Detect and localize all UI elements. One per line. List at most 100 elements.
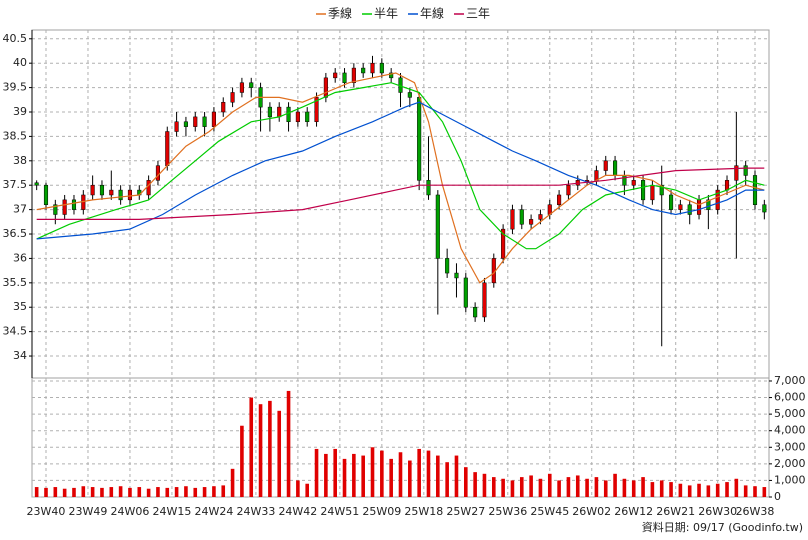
volume-bar	[53, 487, 58, 497]
volume-bar	[249, 397, 254, 497]
volume-bar	[687, 485, 692, 497]
volume-bar	[100, 487, 104, 497]
volume-bar	[464, 467, 468, 497]
candle-body	[62, 199, 67, 215]
legend-label: 半年	[374, 7, 398, 21]
candle-body	[435, 194, 440, 259]
volume-bar	[156, 487, 160, 497]
candle-body	[127, 189, 133, 201]
volume-bar	[762, 487, 767, 497]
y2-tick-label: 1,000	[774, 473, 806, 486]
candle-body	[379, 62, 384, 74]
volume-bar	[501, 478, 505, 497]
x-tick-label: 26W02	[572, 505, 611, 518]
candle-body	[165, 131, 170, 166]
candle-body	[445, 258, 450, 274]
y2-tick-label: 4,000	[774, 424, 806, 437]
y-tick-label: 39	[13, 105, 27, 118]
volume-bar	[585, 478, 589, 497]
volume-bar	[137, 487, 142, 497]
volume-bar	[678, 483, 683, 497]
candle-body	[724, 180, 730, 191]
candle-body	[715, 189, 720, 210]
candle-body	[603, 160, 608, 171]
volume-bar	[72, 487, 76, 497]
volume-bar	[268, 400, 272, 497]
volume-bar	[184, 486, 188, 497]
candle-body	[631, 180, 636, 186]
legend-label: 年線	[420, 6, 444, 21]
y2-tick-label: 2,000	[774, 457, 806, 470]
candle-body	[323, 77, 328, 98]
volume-bar	[473, 472, 477, 497]
candle-body	[342, 72, 347, 83]
volume-bar	[445, 462, 449, 497]
x-tick-label: 24W51	[320, 505, 359, 518]
volume-bar	[594, 477, 599, 497]
volume-bar	[193, 487, 198, 497]
candle-body	[109, 189, 114, 196]
candle-body	[696, 199, 702, 215]
volume-bar	[296, 480, 300, 497]
volume-bar	[659, 480, 664, 497]
volume-bar	[454, 455, 459, 497]
x-tick-label: 26W38	[736, 505, 775, 518]
volume-bar	[109, 487, 114, 497]
y-tick-label: 37.5	[3, 178, 28, 191]
volume-bar	[436, 455, 440, 497]
volume-bar	[491, 477, 496, 497]
candle-body	[557, 194, 562, 205]
x-tick-label: 26W30	[698, 505, 737, 518]
marks	[34, 55, 767, 497]
x-tick-label: 26W12	[614, 505, 653, 518]
y2-tick-label: 6,000	[774, 391, 806, 404]
candle-body	[193, 116, 198, 127]
volume-bar	[221, 485, 226, 497]
x-tick-label: 24W24	[194, 505, 233, 518]
volume-bar	[743, 485, 748, 497]
volume-bar	[566, 477, 571, 497]
volume-bar	[277, 410, 282, 497]
volume-bar	[361, 455, 365, 497]
x-tick-label: 23W40	[27, 505, 66, 518]
candle-body	[333, 72, 338, 79]
volume-bar	[519, 477, 524, 497]
volume-bar	[305, 483, 310, 497]
y2-tick-label: 7,000	[774, 374, 806, 387]
x-tick-label: 25W18	[404, 505, 443, 518]
candle-body	[90, 184, 95, 196]
candle-body	[211, 111, 216, 127]
volume-bar	[622, 478, 627, 497]
candle-body	[417, 97, 422, 181]
y-tick-label: 35	[13, 300, 27, 313]
volume-bar	[118, 486, 123, 497]
ma-line	[36, 167, 765, 220]
candle-body	[650, 184, 655, 201]
candle-body	[34, 182, 39, 186]
candle-body	[295, 111, 300, 123]
volume-bar	[174, 487, 179, 497]
volume-bar	[286, 390, 291, 497]
volume-bar	[90, 487, 95, 497]
candle-body	[53, 204, 58, 215]
volume-bar	[650, 482, 655, 497]
x-tick-label: 25W09	[362, 505, 401, 518]
x-tick-label: 25W45	[530, 505, 569, 518]
volume-bar	[697, 483, 701, 497]
candle-body	[501, 228, 506, 259]
candle-body	[249, 82, 254, 88]
volume-bar	[641, 477, 645, 497]
volume-bar	[631, 480, 636, 497]
labels: 34 34.5 35 35.5 36 36.5 37 37.5 38 38.5 39 39.5 40 40…	[3, 6, 806, 519]
volume-bar	[44, 487, 48, 497]
candle-body	[183, 121, 188, 127]
candle-body	[202, 116, 207, 127]
x-tick-label: 26W21	[656, 505, 695, 518]
candle-body	[230, 92, 235, 103]
legend-label: 三年	[466, 7, 490, 21]
volume-bar	[34, 487, 39, 497]
volume-bar	[230, 468, 235, 497]
y-tick-label: 36	[13, 251, 27, 264]
candle-body	[277, 106, 282, 118]
